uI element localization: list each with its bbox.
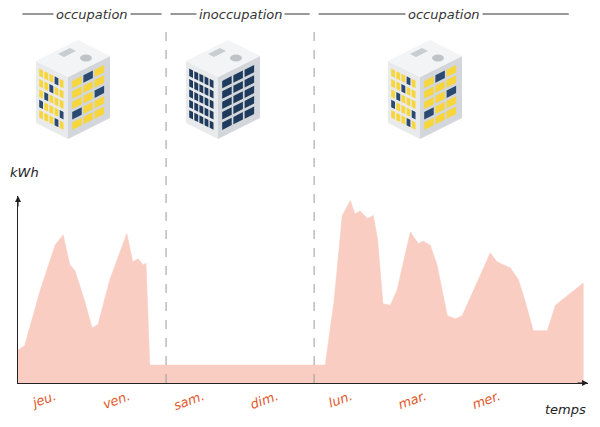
svg-text:temps: temps	[545, 402, 586, 417]
svg-text:kWh: kWh	[10, 165, 39, 180]
svg-text:ven.: ven.	[101, 388, 133, 412]
svg-text:lun.: lun.	[326, 388, 354, 410]
svg-text:mer.: mer.	[470, 388, 502, 412]
svg-text:inoccupation: inoccupation	[199, 7, 282, 22]
svg-text:dim.: dim.	[248, 388, 280, 412]
svg-text:sam.: sam.	[172, 388, 207, 413]
svg-text:occupation: occupation	[56, 7, 128, 22]
svg-text:mar.: mar.	[396, 388, 428, 412]
svg-text:jeu.: jeu.	[29, 388, 59, 411]
svg-text:occupation: occupation	[408, 7, 480, 22]
